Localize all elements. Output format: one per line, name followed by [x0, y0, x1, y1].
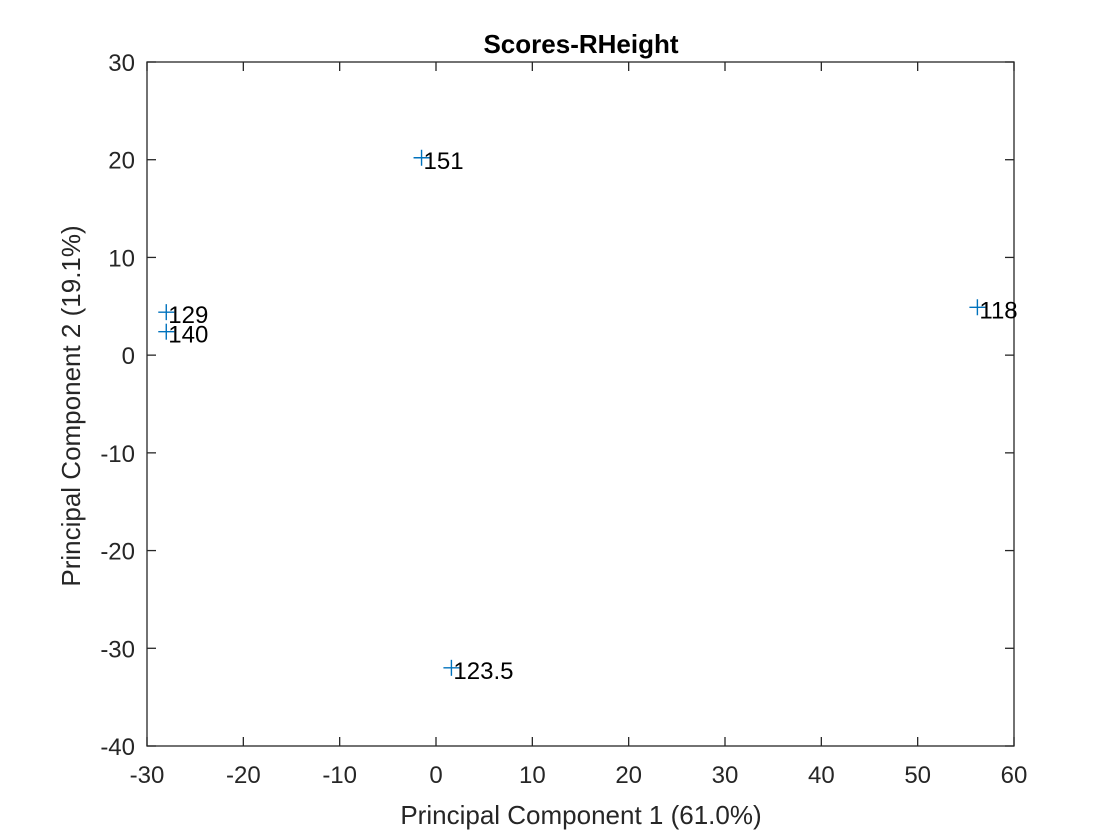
plot-frame — [146, 61, 1015, 747]
x-tick-label: 30 — [712, 762, 739, 789]
axis-ticks — [146, 61, 1015, 747]
point-label: 151 — [424, 148, 464, 175]
y-tick-label: 0 — [122, 343, 135, 370]
y-tick-label: 10 — [108, 245, 135, 272]
x-axis-label: Principal Component 1 (61.0%) — [400, 800, 761, 830]
y-tick-label: -40 — [100, 734, 135, 761]
x-tick-label: -10 — [322, 762, 357, 789]
y-tick-label: -30 — [100, 636, 135, 663]
point-label: 118 — [979, 297, 1017, 324]
x-tick-label: -20 — [226, 762, 261, 789]
data-point: 118 — [969, 297, 1018, 324]
x-tick-label: 0 — [429, 762, 442, 789]
y-tick-label: -10 — [100, 441, 135, 468]
point-label: 123.5 — [453, 658, 513, 685]
data-point: 140 — [158, 322, 208, 349]
y-tick-label: 20 — [108, 148, 135, 175]
y-axis-label: Principal Component 2 (19.1%) — [56, 225, 86, 586]
data-point: 151 — [413, 148, 464, 175]
point-label: 140 — [168, 322, 208, 349]
data-point: 123.5 — [443, 658, 513, 685]
data-point: 129 — [158, 302, 208, 329]
x-tick-label: 60 — [1001, 762, 1028, 789]
x-tick-label: 10 — [519, 762, 546, 789]
x-tick-label: 40 — [808, 762, 835, 789]
x-tick-label: 20 — [615, 762, 642, 789]
chart-title: Scores-RHeight — [483, 29, 678, 59]
y-tick-label: 30 — [108, 50, 135, 77]
point-label: 129 — [168, 302, 208, 329]
y-tick-label: -20 — [100, 539, 135, 566]
tick-labels: -30 -20 -10 0 10 20 30 40 50 60-40-30-20-10010203… — [100, 50, 1027, 789]
x-tick-label: 50 — [904, 762, 931, 789]
x-tick-label: -30 — [130, 762, 165, 789]
plot-area — [146, 61, 1015, 747]
